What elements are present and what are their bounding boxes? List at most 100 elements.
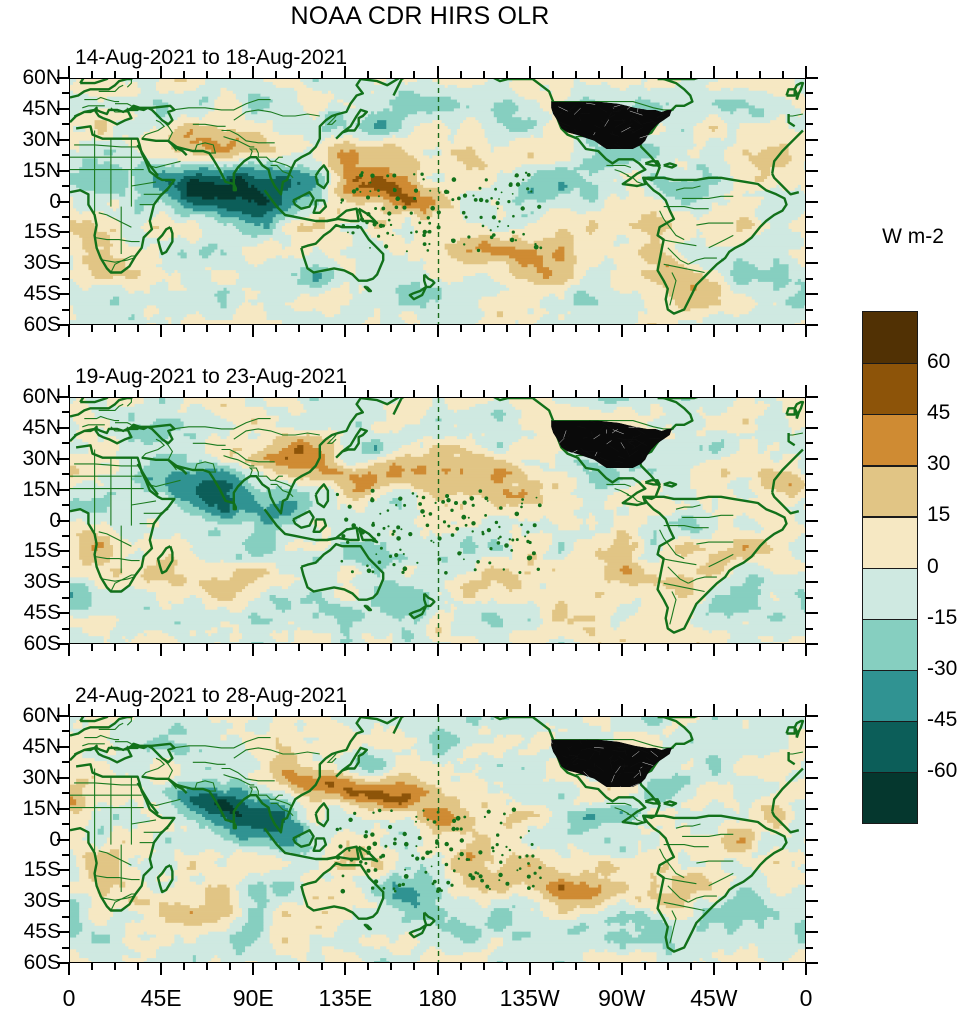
colorbar-tick-label: -30 [927, 657, 957, 681]
x-minor-tick [460, 709, 462, 716]
x-minor-tick [736, 963, 738, 970]
y-minor-tick [806, 792, 813, 794]
x-major-tick [437, 704, 439, 716]
y-tick-label: 30N [22, 766, 61, 790]
x-major-tick [68, 963, 70, 975]
x-minor-tick [483, 709, 485, 716]
x-major-tick [252, 963, 254, 975]
x-major-tick [68, 704, 70, 716]
y-tick-label: 60S [24, 951, 61, 975]
colorbar-tick-label: -60 [927, 759, 957, 783]
colorbar-swatches[interactable] [862, 311, 918, 824]
x-major-tick [160, 704, 162, 716]
x-major-tick [160, 963, 162, 975]
y-tick-label: 15S [24, 858, 61, 882]
x-minor-tick [137, 963, 139, 970]
colorbar-band [863, 312, 917, 364]
x-minor-tick [483, 963, 485, 970]
y-minor-tick [806, 823, 813, 825]
x-minor-tick [114, 963, 116, 970]
colorbar-band-divider [863, 670, 917, 671]
colorbar-band [863, 465, 917, 517]
x-major-tick [529, 704, 531, 716]
x-minor-tick [275, 963, 277, 970]
x-minor-tick [206, 963, 208, 970]
x-major-tick [713, 963, 715, 975]
y-major-tick [806, 746, 818, 748]
x-minor-tick [736, 709, 738, 716]
colorbar-unit-label: W m-2 [865, 225, 961, 249]
colorbar-band-divider [863, 721, 917, 722]
x-minor-tick [321, 709, 323, 716]
y-major-tick [57, 808, 69, 810]
x-minor-tick [275, 709, 277, 716]
colorbar-band [863, 516, 917, 568]
x-minor-tick [206, 709, 208, 716]
map-plot-area-3[interactable] [69, 716, 806, 963]
x-minor-tick [114, 709, 116, 716]
x-minor-tick [390, 963, 392, 970]
x-tick-label: 90W [598, 985, 645, 1012]
x-minor-tick [413, 709, 415, 716]
colorbar-tick-label: 45 [927, 401, 950, 425]
y-minor-tick [62, 947, 69, 949]
y-major-tick [57, 839, 69, 841]
y-major-tick [57, 900, 69, 902]
x-minor-tick [575, 963, 577, 970]
y-minor-tick [806, 854, 813, 856]
x-major-tick [344, 704, 346, 716]
x-minor-tick [506, 963, 508, 970]
y-tick-label: 30S [24, 889, 61, 913]
x-minor-tick [183, 709, 185, 716]
x-major-tick [437, 963, 439, 975]
x-minor-tick [667, 963, 669, 970]
x-minor-tick [367, 963, 369, 970]
y-major-tick [57, 869, 69, 871]
x-minor-tick [321, 963, 323, 970]
x-major-tick [252, 704, 254, 716]
x-minor-tick [690, 963, 692, 970]
x-minor-tick [552, 709, 554, 716]
x-minor-tick [782, 963, 784, 970]
x-minor-tick [229, 963, 231, 970]
x-minor-tick [759, 963, 761, 970]
y-minor-tick [62, 854, 69, 856]
y-minor-tick [62, 792, 69, 794]
y-minor-tick [62, 761, 69, 763]
x-tick-label: 0 [800, 985, 813, 1012]
colorbar-band-divider [863, 568, 917, 569]
colorbar-band [863, 363, 917, 415]
y-minor-tick [806, 730, 813, 732]
x-minor-tick [782, 709, 784, 716]
y-major-tick [806, 808, 818, 810]
y-major-tick [57, 746, 69, 748]
colorbar-band-divider [863, 465, 917, 466]
colorbar-tick-label: -15 [927, 606, 957, 630]
x-major-tick [805, 963, 807, 975]
y-major-tick [806, 962, 818, 964]
y-major-tick [57, 931, 69, 933]
x-tick-label: 45E [141, 985, 182, 1012]
y-tick-label: 45S [24, 920, 61, 944]
y-minor-tick [806, 885, 813, 887]
colorbar-tick-label: 30 [927, 452, 950, 476]
y-minor-tick [806, 916, 813, 918]
y-major-tick [806, 777, 818, 779]
x-tick-label: 180 [418, 985, 456, 1012]
y-minor-tick [62, 730, 69, 732]
x-minor-tick [413, 963, 415, 970]
colorbar-band-divider [863, 619, 917, 620]
x-minor-tick [667, 709, 669, 716]
y-tick-label: 15N [22, 797, 61, 821]
colorbar-band [863, 721, 917, 773]
x-major-tick [529, 963, 531, 975]
colorbar-band-divider [863, 414, 917, 415]
x-major-tick [344, 963, 346, 975]
y-minor-tick [62, 916, 69, 918]
x-minor-tick [644, 963, 646, 970]
